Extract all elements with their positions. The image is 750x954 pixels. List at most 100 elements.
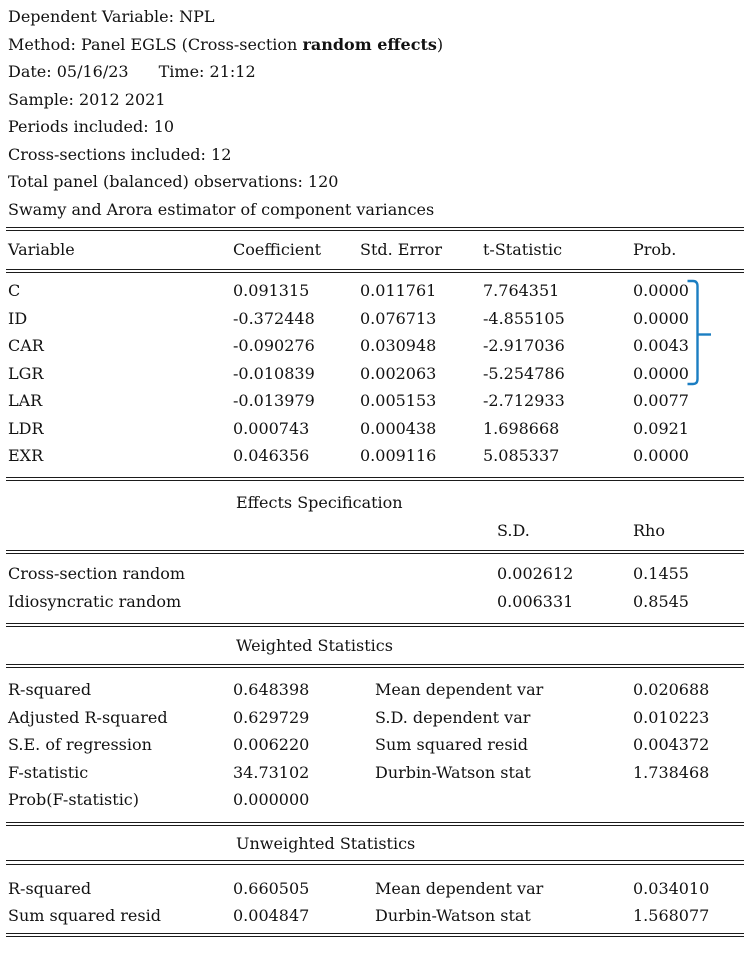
divider-rule xyxy=(6,932,744,937)
divider-rule xyxy=(6,476,744,482)
divider-rule xyxy=(6,821,744,826)
prob-cell: 0.0043 xyxy=(633,336,689,356)
stat-value: 0.006220 xyxy=(233,735,310,755)
t-statistic-cell: 5.085337 xyxy=(483,446,560,466)
table-row-idiosyncratic-random: Idiosyncratic random 0.006331 0.8545 xyxy=(0,588,750,616)
stat-label: Sum squared resid xyxy=(375,735,528,755)
effects-specification-section: Effects Specification S.D. Rho xyxy=(0,481,750,550)
divider-rule xyxy=(6,550,744,555)
variable-cell: EXR xyxy=(8,446,44,466)
stat-value: 34.73102 xyxy=(233,762,310,782)
coefficient-cell: 0.046356 xyxy=(233,446,310,466)
method-bold-random-effects: random effects xyxy=(302,34,437,54)
method-prefix: Method: Panel EGLS (Cross-section xyxy=(8,34,303,54)
stat-value: 0.000000 xyxy=(233,790,310,810)
table-row-exr: EXR 0.046356 0.009116 5.085337 0.0000 xyxy=(0,442,750,470)
stat-row: Sum squared resid 0.004847 Durbin-Watson… xyxy=(0,902,750,930)
stat-row: Adjusted R-squared 0.629729 S.D. depende… xyxy=(0,704,750,732)
divider-rule xyxy=(6,860,744,865)
stat-value: 0.010223 xyxy=(633,707,710,727)
t-statistic-cell: -4.855105 xyxy=(483,308,565,328)
table-row-lgr: LGR -0.010839 0.002063 -5.254786 0.0000 xyxy=(0,360,750,388)
estimator-line: Swamy and Arora estimator of component v… xyxy=(8,199,435,219)
stat-label: F-statistic xyxy=(8,762,89,782)
table-row-id: ID -0.372448 0.076713 -4.855105 0.0000 xyxy=(0,305,750,333)
t-statistic-cell: 7.764351 xyxy=(483,281,560,301)
column-header-coefficient: Coefficient xyxy=(233,240,322,260)
method-suffix: ) xyxy=(436,34,444,54)
table-row-c: C 0.091315 0.011761 7.764351 0.0000 xyxy=(0,277,750,305)
std-error-cell: 0.076713 xyxy=(360,308,437,328)
rho-cell: 0.1455 xyxy=(633,564,689,584)
dependent-variable-line: Dependent Variable: NPL xyxy=(8,7,215,26)
std-error-cell: 0.000438 xyxy=(360,418,437,438)
variable-cell: CAR xyxy=(8,336,44,356)
column-header-t-statistic: t-Statistic xyxy=(483,240,563,260)
stat-label: Adjusted R-squared xyxy=(8,707,168,727)
coefficient-cell: 0.000743 xyxy=(233,418,310,438)
stat-label: S.E. of regression xyxy=(8,735,152,755)
t-statistic-cell: -2.917036 xyxy=(483,336,565,356)
highlight-bracket-icon xyxy=(687,279,711,386)
coefficient-cell: 0.091315 xyxy=(233,281,310,301)
prob-cell: 0.0000 xyxy=(633,446,689,466)
stat-row: F-statistic 34.73102 Durbin-Watson stat … xyxy=(0,759,750,787)
stat-label: Prob(F-statistic) xyxy=(8,790,140,810)
t-statistic-cell: -5.254786 xyxy=(483,363,565,383)
stat-label: Durbin-Watson stat xyxy=(375,906,531,925)
stat-value: 0.034010 xyxy=(633,878,710,898)
coefficient-cell: -0.010839 xyxy=(233,363,315,383)
table-row-cross-section-random: Cross-section random 0.002612 0.1455 xyxy=(0,560,750,588)
std-error-cell: 0.030948 xyxy=(360,336,437,356)
table-row-lar: LAR -0.013979 0.005153 -2.712933 0.0077 xyxy=(0,387,750,415)
unweighted-statistics-title: Unweighted Statistics xyxy=(236,833,416,853)
weighted-statistics-title: Weighted Statistics xyxy=(236,636,393,656)
divider-rule xyxy=(6,623,744,628)
stat-label: Mean dependent var xyxy=(375,680,544,700)
rho-cell: 0.8545 xyxy=(633,591,689,611)
prob-cell: 0.0000 xyxy=(633,281,689,301)
std-error-cell: 0.011761 xyxy=(360,281,437,301)
t-statistic-cell: -2.712933 xyxy=(483,391,565,411)
stat-value: 0.004847 xyxy=(233,906,310,925)
table-row-ldr: LDR 0.000743 0.000438 1.698668 0.0921 xyxy=(0,415,750,443)
prob-cell: 0.0000 xyxy=(633,363,689,383)
date-label: Date: 05/16/23 xyxy=(8,62,129,81)
table-row-car: CAR -0.090276 0.030948 -2.917036 0.0043 xyxy=(0,332,750,360)
column-header-variable: Variable xyxy=(8,240,75,260)
stat-value: 0.020688 xyxy=(633,680,710,700)
column-header-sd: S.D. xyxy=(497,520,530,540)
column-header-std-error: Std. Error xyxy=(360,240,443,260)
stat-label: Sum squared resid xyxy=(8,906,161,925)
effects-label: Cross-section random xyxy=(8,564,186,584)
stat-row: Prob(F-statistic) 0.000000 xyxy=(0,786,750,814)
variable-cell: LDR xyxy=(8,418,44,438)
prob-cell: 0.0921 xyxy=(633,418,689,438)
prob-cell: 0.0000 xyxy=(633,308,689,328)
divider-rule xyxy=(6,227,744,232)
method-line: Method: Panel EGLS (Cross-section random… xyxy=(0,31,750,59)
coefficients-rows: C 0.091315 0.011761 7.764351 0.0000 ID -… xyxy=(0,273,750,477)
stat-label: R-squared xyxy=(8,680,92,700)
variable-cell: C xyxy=(8,281,21,301)
variable-cell: LAR xyxy=(8,391,43,411)
divider-rule xyxy=(6,269,744,274)
time-label: Time: 21:12 xyxy=(158,62,256,81)
effects-specification-header-row: S.D. Rho xyxy=(0,517,750,545)
sd-cell: 0.006331 xyxy=(497,591,574,611)
stat-value: 0.660505 xyxy=(233,878,310,898)
stat-label: R-squared xyxy=(8,878,92,898)
date-time-line: Date: 05/16/23 Time: 21:12 xyxy=(0,58,750,86)
stat-row: S.E. of regression 0.006220 Sum squared … xyxy=(0,731,750,759)
column-header-prob: Prob. xyxy=(633,240,677,260)
cross-sections-line: Cross-sections included: 12 xyxy=(8,144,232,164)
stat-row: R-squared 0.648398 Mean dependent var 0.… xyxy=(0,676,750,704)
t-statistic-cell: 1.698668 xyxy=(483,418,560,438)
stat-value: 1.568077 xyxy=(633,906,710,925)
stat-value: 0.629729 xyxy=(233,707,310,727)
coefficient-cell: -0.013979 xyxy=(233,391,315,411)
sd-cell: 0.002612 xyxy=(497,564,574,584)
effects-label: Idiosyncratic random xyxy=(8,591,182,611)
stat-value: 0.648398 xyxy=(233,680,310,700)
